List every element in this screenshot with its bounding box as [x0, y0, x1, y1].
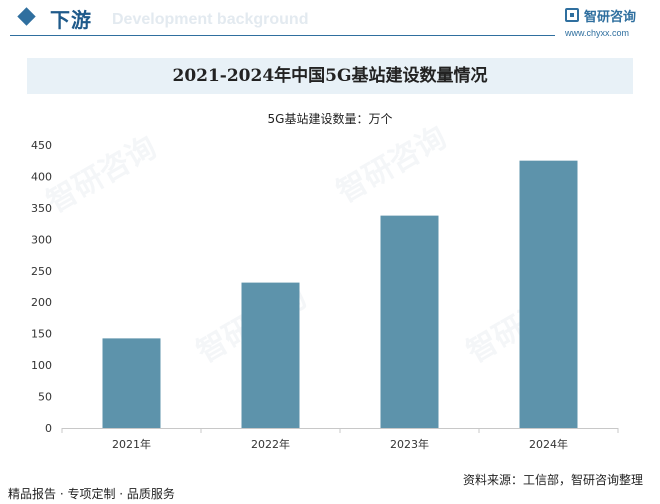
- y-tick-label: 400: [31, 170, 52, 183]
- y-tick-label: 50: [38, 391, 52, 404]
- y-tick-label: 300: [31, 233, 52, 246]
- x-tick-label: 2023年: [390, 437, 429, 451]
- logo-url: www.chyxx.com: [565, 28, 630, 38]
- y-tick-label: 450: [31, 139, 52, 152]
- logo-icon: [565, 8, 579, 22]
- y-tick-label: 250: [31, 265, 52, 278]
- bars: [102, 160, 578, 428]
- footer-tagline: 精品报告 · 专项定制 · 品质服务: [8, 487, 175, 501]
- brand-logo: 智研咨询 www.chyxx.com: [565, 6, 655, 40]
- chart-title-band: 2021-2024年中国5G基站建设数量情况: [27, 58, 633, 94]
- bar: [380, 215, 439, 428]
- y-axis: 0 50 100 150 200 250 300 350 400 450: [31, 139, 52, 435]
- y-tick-label: 200: [31, 296, 52, 309]
- bar: [241, 282, 300, 428]
- header-divider: [10, 35, 555, 36]
- bar: [519, 160, 578, 428]
- section-title: 下游: [50, 8, 92, 32]
- chart-unit-label: 5G基站建设数量：万个: [267, 112, 393, 126]
- x-tick-label: 2024年: [529, 437, 568, 451]
- y-tick-label: 100: [31, 359, 52, 372]
- section-subtitle: Development background: [112, 11, 309, 28]
- footer-source: 资料来源：工信部，智研咨询整理: [463, 473, 644, 487]
- y-tick-label: 350: [31, 202, 52, 215]
- x-tick-label: 2022年: [251, 437, 290, 451]
- header: 下游 Development background 智研咨询 www.chyxx…: [0, 0, 660, 44]
- chart-title: 2021-2024年中国5G基站建设数量情况: [172, 66, 488, 86]
- y-tick-label: 150: [31, 328, 52, 341]
- y-tick-label: 0: [45, 422, 52, 435]
- bar: [102, 338, 161, 428]
- x-axis-labels: 2021年 2022年 2023年 2024年: [61, 428, 619, 451]
- logo-name: 智研咨询: [584, 10, 637, 25]
- x-tick-label: 2021年: [112, 437, 151, 451]
